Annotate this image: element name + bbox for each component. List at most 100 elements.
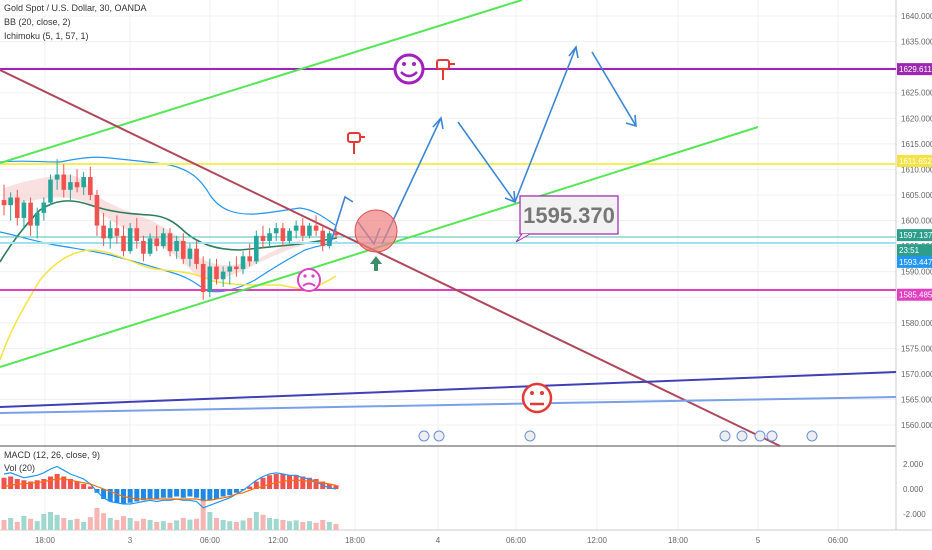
macd-hist-bar <box>41 479 47 489</box>
volume-bar <box>8 518 14 530</box>
event-flag-icon <box>719 430 778 442</box>
macd-pane <box>1 465 339 530</box>
buy-arrow-icon[interactable] <box>370 256 382 271</box>
volume-bar <box>260 514 266 530</box>
candle <box>54 159 60 190</box>
volume-bar <box>1 520 7 530</box>
volume-bar <box>160 521 166 530</box>
time-tick-label: 18:00 <box>35 536 56 545</box>
candle-body <box>227 266 233 272</box>
volume-bar <box>47 512 53 530</box>
macd-hist-bar <box>213 489 219 499</box>
candle <box>234 256 239 277</box>
candle-body <box>220 271 226 280</box>
candle <box>247 243 252 267</box>
bb-basis <box>0 200 338 263</box>
volume-bar <box>207 512 213 530</box>
price-tick-label: 1615.000 <box>901 140 932 149</box>
candle <box>293 220 299 239</box>
macd-hist-bar <box>154 489 160 499</box>
volume-bar <box>81 522 87 530</box>
projection-arrow-3 <box>457 121 516 203</box>
volume-bar <box>101 513 107 530</box>
price-tag-label: 23:51 <box>899 246 920 255</box>
macd-axis: 2.000 0.000 -2.000 <box>903 460 926 519</box>
candle <box>14 189 20 226</box>
macd-hist-bar <box>260 477 266 489</box>
volume-bar <box>28 518 34 530</box>
price-tag-label: 1611.652 <box>899 157 932 166</box>
volume-bar <box>300 522 306 530</box>
macd-line <box>3 465 337 509</box>
descending-trendline[interactable] <box>0 69 781 447</box>
price-tag: 1611.652 <box>897 154 932 167</box>
candle <box>81 171 86 195</box>
price-tag: 1593.447 <box>897 255 932 268</box>
candle-body <box>74 182 80 188</box>
price-tick-label: 1600.000 <box>901 217 932 226</box>
volume-bar <box>273 518 279 530</box>
macd-hist-bar <box>194 489 200 498</box>
ichimoku-legend: Ichimoku (5, 1, 57, 1) <box>4 31 89 41</box>
candle <box>200 256 206 300</box>
candle-body <box>300 225 306 236</box>
candle <box>161 228 166 249</box>
volume-bar <box>293 520 299 530</box>
candle-body <box>8 197 13 206</box>
volume-bar <box>21 516 27 530</box>
time-tick-label: 06:00 <box>200 536 221 545</box>
macd-tick-label: 2.000 <box>903 460 924 469</box>
candle-body <box>147 238 153 254</box>
long-term-trendline-dark[interactable] <box>0 371 897 408</box>
candle-body <box>167 233 173 252</box>
sad-face-icon-pink <box>297 268 321 292</box>
volume-bar <box>154 522 160 530</box>
macd-hist-bar <box>8 476 14 489</box>
volume-bar <box>240 520 246 530</box>
volume-bar <box>121 516 127 530</box>
hand-pointing-down-icon <box>436 59 455 80</box>
macd-hist-bar <box>180 489 186 498</box>
candle <box>8 192 13 221</box>
candle-body <box>101 225 106 239</box>
upper-channel-line[interactable] <box>0 0 523 164</box>
candle-body <box>240 256 246 270</box>
time-axis[interactable]: 18:00 3 06:00 12:00 18:00 4 06:00 12:00 18:00 5 06… <box>35 536 849 545</box>
macd-hist-bar <box>81 484 87 489</box>
volume-bar <box>187 519 193 530</box>
price-tick-label: 1565.000 <box>901 395 932 404</box>
volume-bar <box>213 518 219 530</box>
time-tick-label: 12:00 <box>268 536 289 545</box>
neutral-face-icon-red <box>521 382 553 414</box>
candle-body <box>214 266 219 280</box>
candle-body <box>254 235 259 262</box>
candle <box>187 243 193 267</box>
candle <box>174 235 179 259</box>
candle <box>1 184 7 216</box>
happy-face-icon <box>393 53 425 85</box>
time-tick-label: 18:00 <box>345 536 366 545</box>
projection-arrow-4 <box>514 46 577 203</box>
candle <box>327 230 332 249</box>
candle-body <box>313 225 319 231</box>
candle-body <box>260 235 266 241</box>
macd-hist-bar <box>207 489 213 501</box>
candle <box>141 235 146 262</box>
price-tick-label: 1560.000 <box>901 421 932 430</box>
projection-arrow-5 <box>591 51 637 127</box>
candle <box>88 166 93 201</box>
time-tick-label: 18:00 <box>668 536 689 545</box>
macd-hist-bar <box>326 484 332 489</box>
long-term-trendline-light[interactable] <box>0 396 897 414</box>
price-callout[interactable]: 1595.370 <box>515 195 619 243</box>
price-axis[interactable]: 1640.0001635.0001630.0001625.0001620.000… <box>901 12 932 430</box>
macd-hist-bar <box>174 489 180 497</box>
volume-bar <box>41 514 47 530</box>
target-highlight-circle[interactable] <box>354 209 398 253</box>
macd-hist-bar <box>61 476 67 489</box>
price-tag: 1629.611 <box>897 63 932 76</box>
time-tick-label: 3 <box>128 536 133 545</box>
candle <box>127 223 133 254</box>
candle-body <box>34 212 40 226</box>
